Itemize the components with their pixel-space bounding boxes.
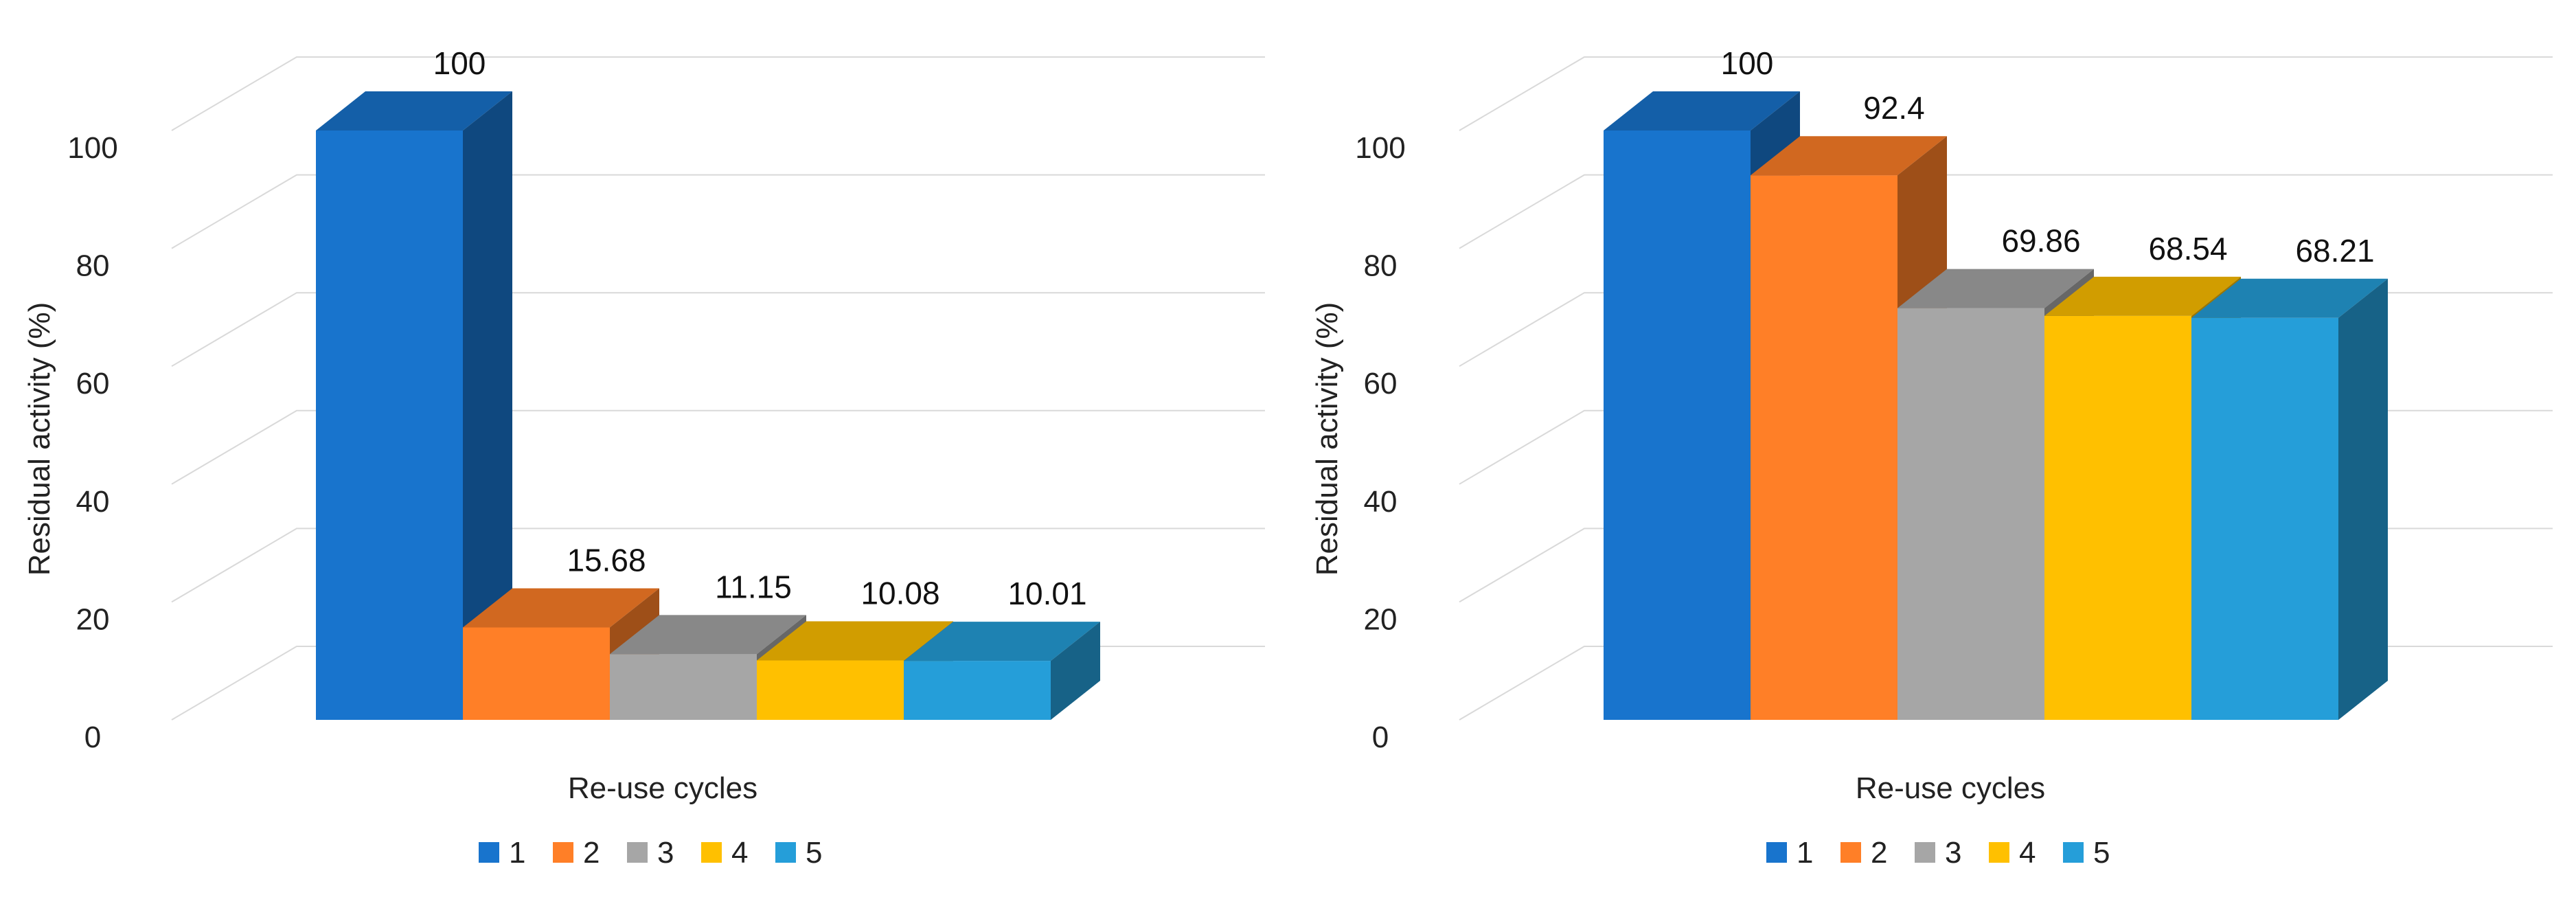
bar-side bbox=[2338, 278, 2388, 721]
gridline bbox=[171, 409, 1265, 485]
legend-swatch bbox=[479, 842, 499, 863]
x-axis-title: Re-use cycles bbox=[568, 771, 757, 805]
bar-top bbox=[610, 615, 806, 655]
bars: 100 92.4 69.86 68.54 68.21 bbox=[1604, 45, 2388, 721]
y-axis-title: Residual activity (%) bbox=[1310, 302, 1344, 576]
y-tick-label: 100 bbox=[1355, 131, 1405, 165]
bar-top bbox=[463, 588, 659, 628]
legend-label: 2 bbox=[583, 836, 600, 870]
y-tick-label: 20 bbox=[76, 602, 110, 636]
y-tick-label: 80 bbox=[76, 249, 110, 283]
bar-front bbox=[1751, 175, 1897, 720]
x-axis-title: Re-use cycles bbox=[1856, 771, 2045, 805]
legend-swatch bbox=[701, 842, 722, 863]
legend-swatch bbox=[1766, 842, 1787, 863]
legend: 1 2 3 4 5 bbox=[1766, 836, 2110, 870]
gridline bbox=[1459, 56, 2553, 131]
bar: 100 bbox=[316, 45, 512, 720]
gridline bbox=[171, 174, 1265, 249]
legend-label: 5 bbox=[806, 836, 822, 870]
legend-label: 5 bbox=[2093, 836, 2110, 870]
bar-top bbox=[2191, 278, 2388, 318]
legend-label: 1 bbox=[509, 836, 525, 870]
legend-label: 1 bbox=[1797, 836, 1813, 870]
legend-label: 2 bbox=[1871, 836, 1887, 870]
legend-swatch bbox=[1915, 842, 1935, 863]
bar-front bbox=[463, 627, 610, 720]
y-axis-title: Residual activity (%) bbox=[23, 302, 56, 576]
data-label: 68.54 bbox=[2148, 231, 2227, 267]
data-label: 100 bbox=[433, 45, 486, 81]
y-tick-label: 40 bbox=[76, 485, 110, 519]
bar-front bbox=[904, 661, 1051, 720]
legend-swatch bbox=[553, 842, 573, 863]
data-label: 100 bbox=[1721, 45, 1774, 81]
bar-top bbox=[1897, 269, 2094, 308]
bar-front bbox=[316, 131, 463, 720]
bars: 100 15.68 11.15 10.08 10.01 bbox=[316, 45, 1100, 720]
bar-top bbox=[904, 622, 1100, 661]
bar-top bbox=[1751, 136, 1947, 176]
y-tick-label: 80 bbox=[1364, 249, 1398, 283]
legend-label: 3 bbox=[1945, 836, 1961, 870]
y-tick-label: 60 bbox=[76, 367, 110, 400]
bar-front bbox=[610, 654, 757, 720]
y-tick-label: 0 bbox=[84, 721, 101, 754]
gridline bbox=[1459, 174, 2553, 249]
gridline bbox=[171, 56, 1265, 131]
chart-left: 0 20 40 60 80 100 Residual activity (%) 100 15.6… bbox=[23, 45, 1265, 870]
bar: 68.21 bbox=[2191, 233, 2388, 721]
bar-side bbox=[463, 91, 512, 720]
data-label: 69.86 bbox=[2001, 223, 2080, 259]
bar-top bbox=[316, 91, 512, 131]
y-tick-label: 100 bbox=[67, 131, 117, 165]
legend-swatch bbox=[627, 842, 648, 863]
bar-side bbox=[1051, 622, 1100, 720]
chart-left-svg: 0 20 40 60 80 100 Residual activity (%) 100 15.6… bbox=[23, 45, 1265, 870]
data-label: 10.01 bbox=[1007, 576, 1086, 611]
y-tick-label: 0 bbox=[1372, 721, 1389, 754]
bar-front bbox=[2044, 315, 2191, 721]
y-tick-label: 40 bbox=[1364, 485, 1398, 519]
data-label: 15.68 bbox=[567, 542, 646, 578]
legend-label: 4 bbox=[2019, 836, 2036, 870]
legend-swatch bbox=[1989, 842, 2009, 863]
chart-right-svg: 0 20 40 60 80 100 Residual activity (%) 100 92.4… bbox=[1310, 45, 2553, 870]
bar-front bbox=[2191, 317, 2338, 721]
legend-swatch bbox=[775, 842, 796, 863]
legend-swatch bbox=[2063, 842, 2084, 863]
chart-right: 0 20 40 60 80 100 Residual activity (%) 100 92.4… bbox=[1288, 0, 2576, 906]
data-label: 68.21 bbox=[2295, 233, 2374, 269]
bar-top bbox=[1604, 91, 1800, 131]
y-tick-label: 20 bbox=[1364, 602, 1398, 636]
bar-front bbox=[1897, 308, 2044, 720]
bar-top bbox=[2044, 276, 2241, 316]
bar: 10.01 bbox=[904, 576, 1100, 720]
bar-front bbox=[757, 660, 904, 720]
data-label: 11.15 bbox=[715, 569, 792, 604]
gridline bbox=[171, 528, 1265, 603]
bar-front bbox=[1604, 131, 1751, 720]
legend-swatch bbox=[1840, 842, 1861, 863]
gridline bbox=[171, 292, 1265, 367]
bar-top bbox=[757, 621, 953, 661]
data-label: 92.4 bbox=[1863, 90, 1925, 126]
legend-label: 4 bbox=[731, 836, 748, 870]
y-tick-label: 60 bbox=[1364, 367, 1398, 400]
data-label: 10.08 bbox=[860, 576, 939, 611]
legend-label: 3 bbox=[657, 836, 674, 870]
legend: 1 2 3 4 5 bbox=[479, 836, 822, 870]
